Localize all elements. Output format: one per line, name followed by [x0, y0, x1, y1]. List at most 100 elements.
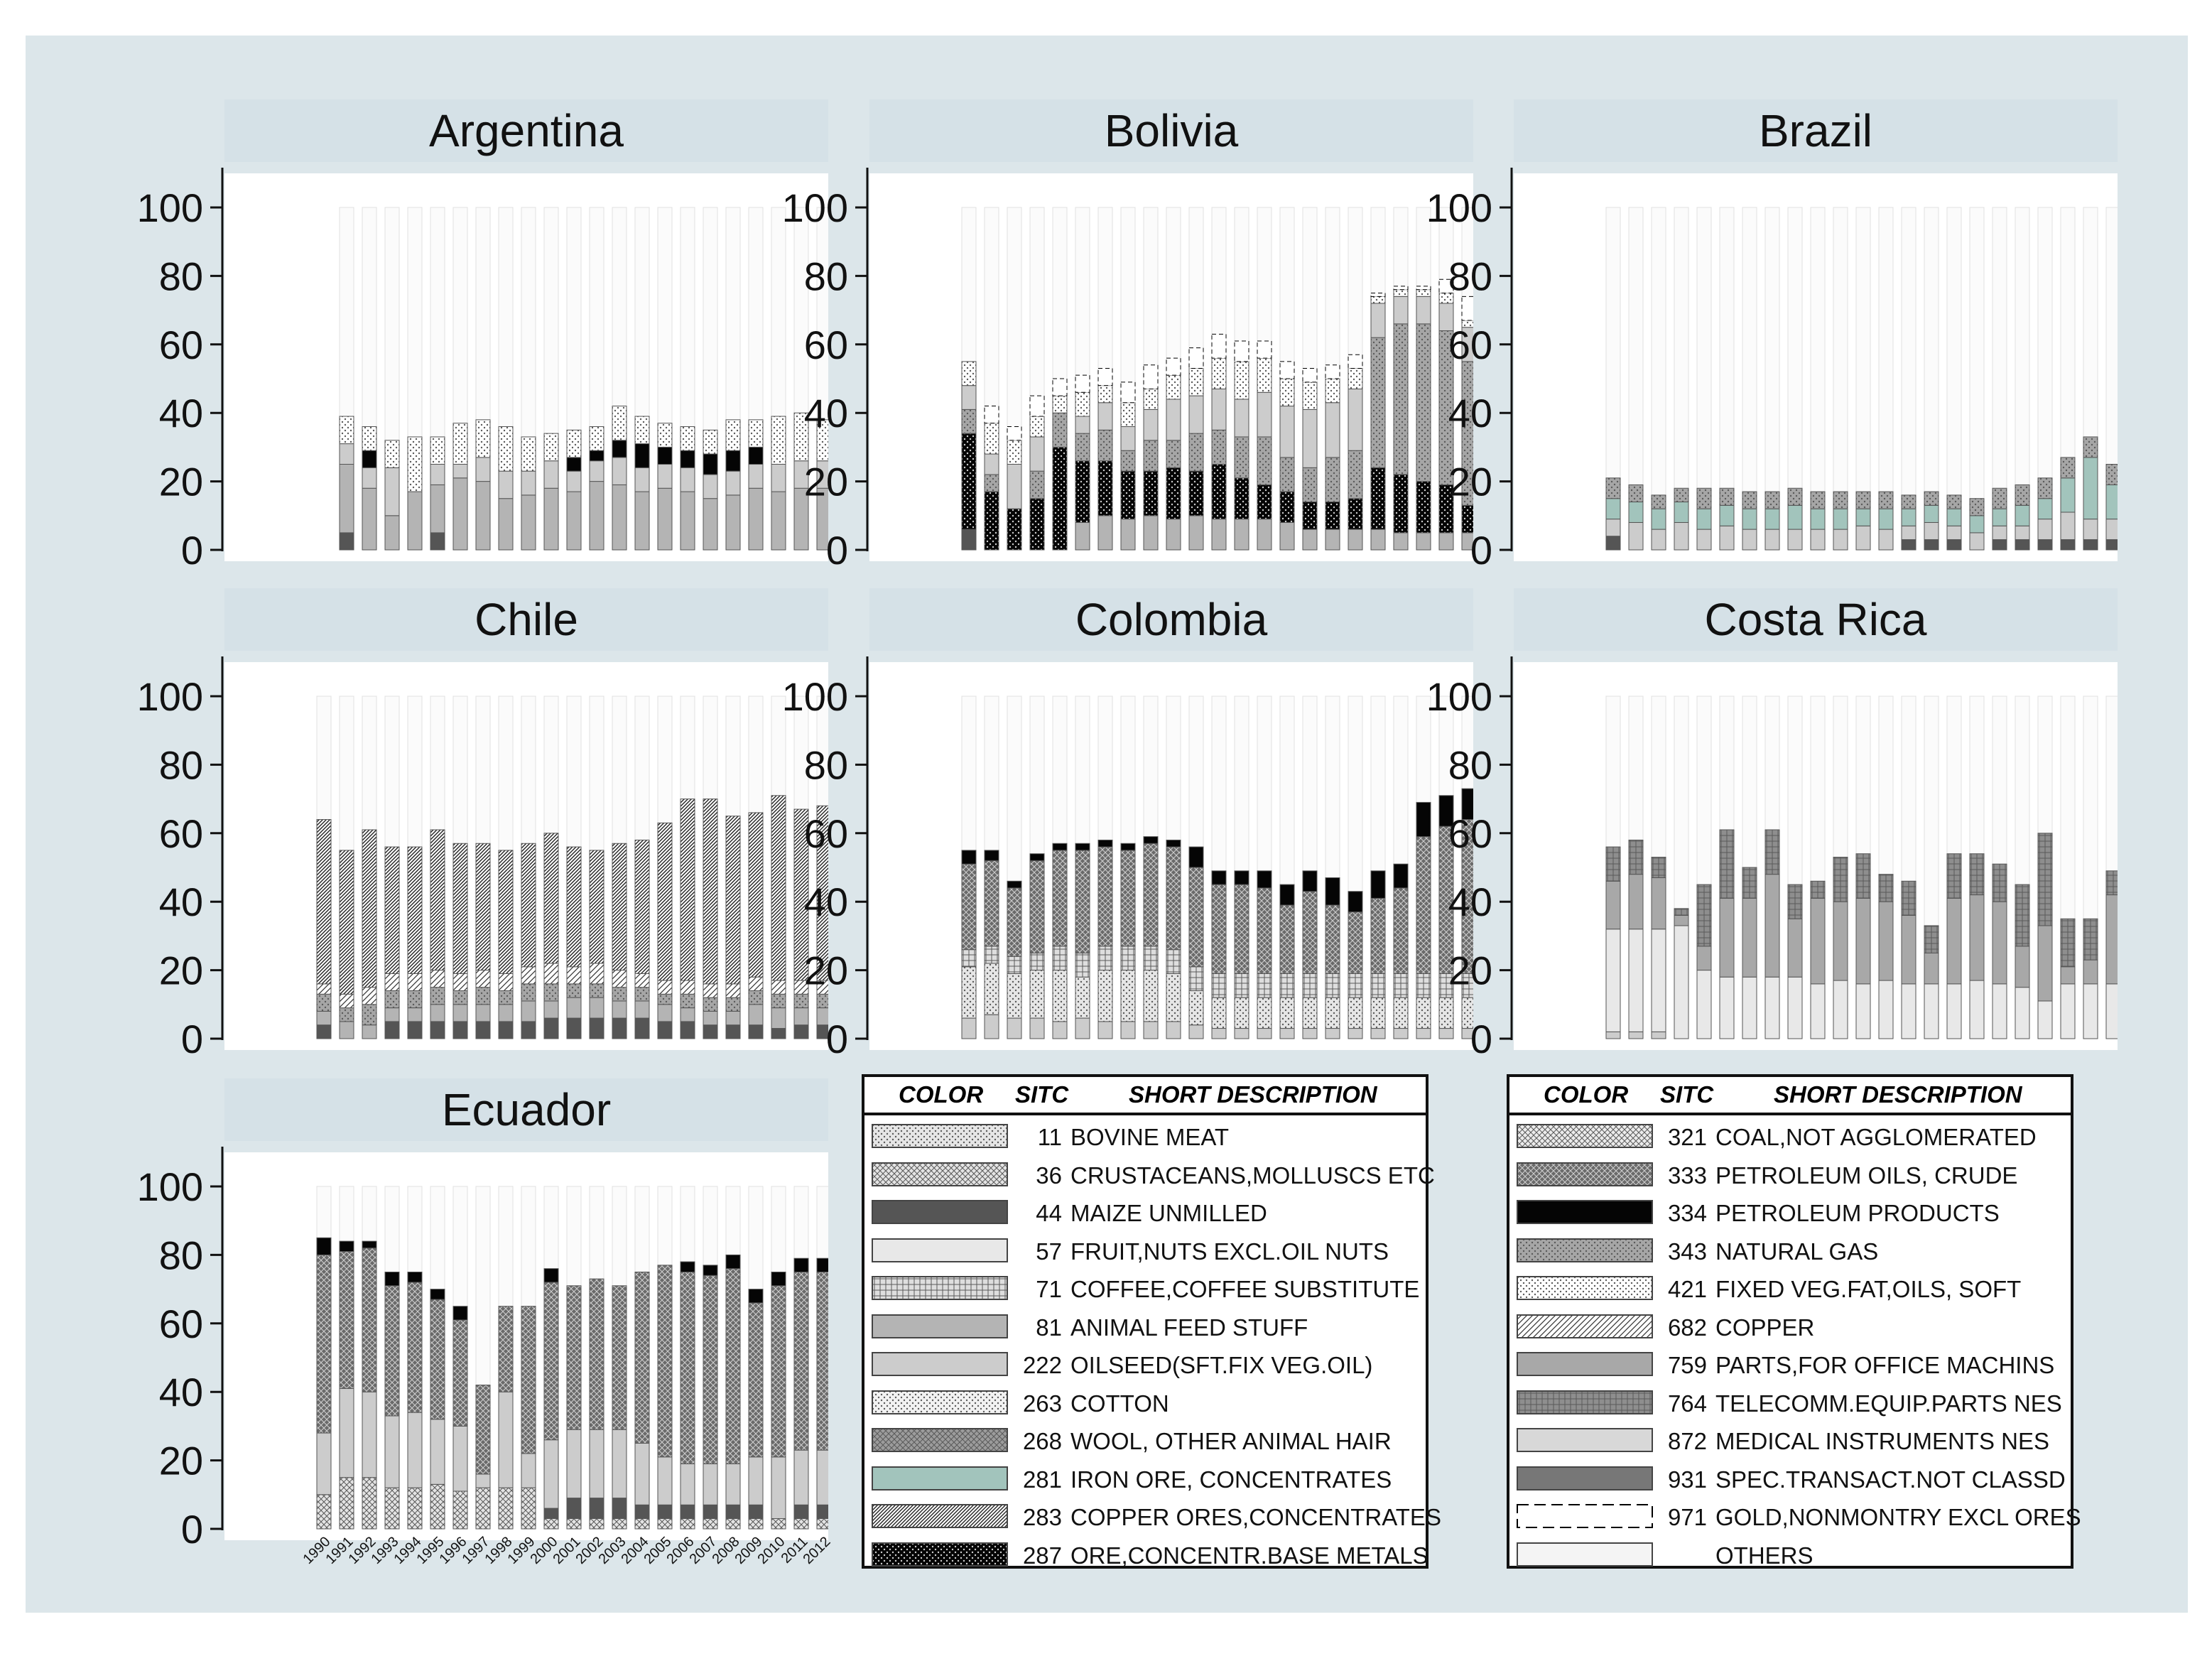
bar-segment-343: [316, 993, 332, 1012]
y-tick-label: 80: [804, 254, 848, 298]
bar-segment-36: [316, 1494, 332, 1530]
bar-segment-759: [1787, 918, 1803, 978]
bar-segment-222: [1120, 1021, 1136, 1039]
bar-segment-421: [1234, 361, 1249, 400]
bar-segment-971: [1393, 286, 1409, 291]
bar-segment-283: [589, 850, 604, 964]
legend-code: 334: [1667, 1200, 1707, 1226]
y-tick-label: 20: [159, 948, 203, 993]
bar-segment-343: [1742, 491, 1757, 509]
bar-segment-81: [1348, 529, 1363, 551]
bar-segment-333: [984, 860, 999, 947]
bar-segment-44: [680, 1021, 695, 1039]
bar-segment-81: [566, 491, 582, 551]
bar-segment-421: [748, 419, 764, 448]
bar-segment-222: [589, 460, 604, 482]
bar-segment-36: [703, 1518, 718, 1530]
bar-segment-36: [566, 1518, 582, 1530]
legend-item: 343 NATURAL GAS: [1509, 1233, 2071, 1271]
bar-segment-81: [589, 481, 604, 551]
bar-segment-44: [816, 1504, 832, 1520]
bar-segment-334: [589, 450, 604, 462]
bar-segment-71: [1370, 973, 1386, 998]
bar-segment-36: [498, 1487, 514, 1530]
bar-segment-343: [1279, 457, 1295, 492]
bar-segment-421: [362, 426, 377, 451]
bar-segment-333: [339, 1251, 354, 1389]
bar-segment-81: [1325, 529, 1340, 551]
legend-code: 81: [1036, 1314, 1062, 1341]
bar-segment-57: [1628, 929, 1644, 1032]
bar-segment-57: [1946, 983, 1962, 1039]
bar-segment-764: [1833, 857, 1848, 902]
bar-segment-334: [1234, 870, 1249, 885]
bar-segment-759: [1855, 897, 1871, 985]
bar-segment-11: [1166, 973, 1181, 1022]
bar-segment-971: [1029, 395, 1045, 417]
bar-segment-222: [657, 464, 673, 489]
bar-segment-759: [1651, 877, 1666, 930]
bar-segment-971: [1007, 426, 1022, 441]
legend-swatch: [1517, 1162, 1653, 1186]
panel-title: Ecuador: [224, 1078, 828, 1141]
bar-segment-81: [1188, 515, 1204, 551]
bar-segment-222: [475, 1473, 491, 1488]
bar-segment-764: [1810, 880, 1826, 899]
bar-segment-57: [2060, 983, 2076, 1039]
bar-segment-222: [1325, 1028, 1340, 1039]
bar-segment-764: [1764, 829, 1780, 875]
bar-segment-81: [1143, 515, 1159, 551]
bar-segment-343: [1878, 491, 1894, 509]
bar-segment-222: [725, 1463, 741, 1505]
bar-segment-222: [1348, 1028, 1363, 1039]
legend-label: MEDICAL INSTRUMENTS NES: [1715, 1428, 2049, 1454]
bar-segment-421: [771, 416, 786, 465]
bar-segment-281: [2105, 484, 2121, 520]
bar-segment-281: [1833, 508, 1848, 530]
bar-segment-222: [961, 385, 977, 410]
y-tick-label: 20: [1448, 460, 1492, 504]
bar-segment-971: [1097, 368, 1113, 386]
y-axis: 0 20 40 60 80 100: [137, 168, 224, 573]
bar-segment-81: [362, 1024, 377, 1039]
bar-segment-421: [1348, 368, 1363, 389]
bar-segment-81: [543, 1000, 559, 1019]
bar-segment-287: [1120, 470, 1136, 520]
legend-swatch: [872, 1276, 1008, 1300]
legend-header-color: COLOR: [1544, 1081, 1629, 1108]
legend-header-desc: SHORT DESCRIPTION: [1774, 1081, 2022, 1108]
bar-segment-682: [566, 966, 582, 985]
bar-segment-81: [475, 1004, 491, 1022]
bar-segment-283: [680, 799, 695, 981]
bar-segment-287: [1029, 498, 1045, 551]
bar-segment-222: [1370, 1028, 1386, 1039]
bar-segment-44: [1924, 539, 1939, 551]
bar-segment-334: [748, 1289, 764, 1304]
bar-segment-81: [703, 498, 718, 551]
legend-item: 44 MAIZE UNMILLED: [864, 1194, 1426, 1233]
bar-segment-81: [612, 1000, 627, 1019]
bar-segment-222: [1901, 525, 1916, 541]
bar-segment-222: [1833, 529, 1848, 551]
bar-segment-759: [1628, 874, 1644, 930]
bar-segment-222: [521, 1453, 536, 1488]
bar-segment-281: [1719, 504, 1735, 526]
y-tick-label: 0: [1470, 1017, 1492, 1061]
bar-segment-283: [384, 846, 400, 974]
bar-segment-334: [362, 1240, 377, 1249]
bar-segment-44: [612, 1498, 627, 1520]
bar-segment-343: [1166, 440, 1181, 468]
bar-segment-81: [407, 1007, 423, 1022]
bar-segment-682: [680, 980, 695, 995]
bar-segment-222: [1810, 529, 1826, 551]
bar-segment-343: [1029, 470, 1045, 499]
bar-segment-222: [1279, 1028, 1295, 1039]
bar-segment-764: [1651, 857, 1666, 878]
bar-segment-222: [1097, 402, 1113, 431]
bar-segment-44: [961, 529, 977, 551]
bar-segment-343: [1764, 491, 1780, 509]
bar-segment-764: [1855, 853, 1871, 899]
bar-segment-44: [1946, 539, 1962, 551]
bar-segment-222: [748, 1456, 764, 1505]
panel-title: Chile: [224, 588, 828, 651]
